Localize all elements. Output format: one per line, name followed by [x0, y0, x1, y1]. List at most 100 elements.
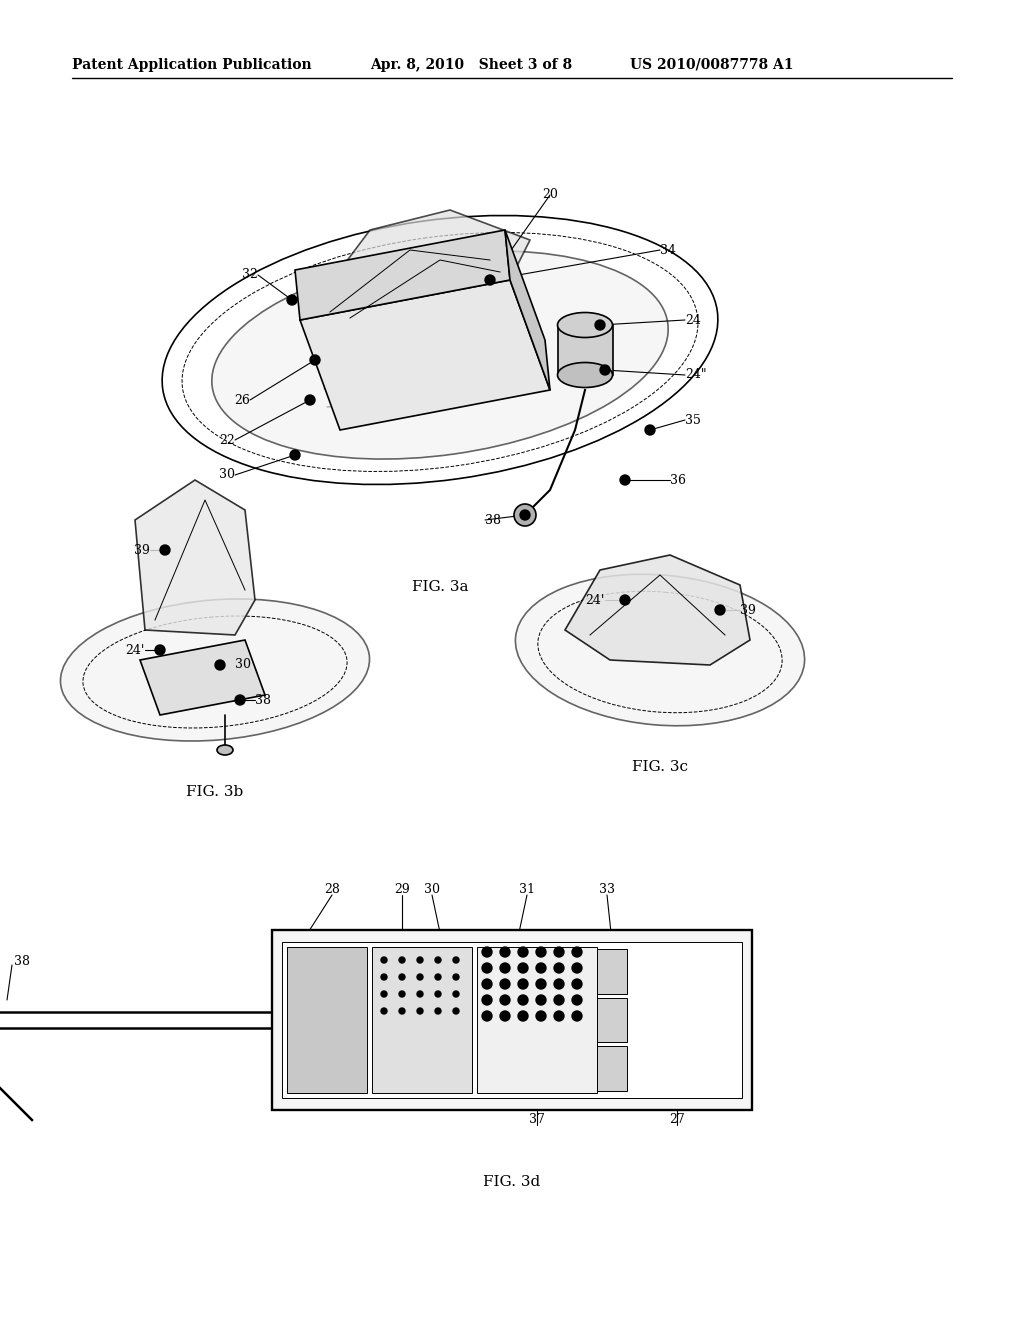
Circle shape — [518, 964, 528, 973]
Text: FIG. 3b: FIG. 3b — [186, 785, 244, 799]
Circle shape — [536, 964, 546, 973]
Text: FIG. 3a: FIG. 3a — [412, 579, 468, 594]
Text: 32: 32 — [242, 268, 258, 281]
Circle shape — [290, 450, 300, 459]
Text: 38: 38 — [14, 954, 30, 968]
Bar — [287, 946, 367, 1093]
Circle shape — [518, 1011, 528, 1020]
Text: FIG. 3d: FIG. 3d — [483, 1175, 541, 1189]
Text: 31: 31 — [519, 883, 535, 896]
Circle shape — [453, 991, 459, 997]
Circle shape — [482, 946, 492, 957]
Text: 36: 36 — [670, 474, 686, 487]
Circle shape — [399, 1008, 406, 1014]
Text: 22: 22 — [219, 433, 234, 446]
Bar — [272, 931, 752, 1110]
Text: 24: 24 — [685, 314, 700, 326]
Circle shape — [435, 957, 441, 964]
Bar — [597, 998, 627, 1043]
Text: 28: 28 — [324, 883, 340, 896]
Circle shape — [453, 1008, 459, 1014]
Circle shape — [417, 974, 423, 979]
Circle shape — [160, 545, 170, 554]
Circle shape — [287, 294, 297, 305]
Circle shape — [435, 1008, 441, 1014]
Circle shape — [399, 974, 406, 979]
Bar — [477, 946, 597, 1093]
Circle shape — [572, 946, 582, 957]
Ellipse shape — [212, 251, 669, 459]
Circle shape — [572, 979, 582, 989]
Circle shape — [518, 946, 528, 957]
Circle shape — [453, 974, 459, 979]
Text: 30: 30 — [219, 469, 234, 482]
Circle shape — [536, 995, 546, 1005]
Bar — [597, 1047, 627, 1092]
Circle shape — [500, 995, 510, 1005]
Bar — [372, 946, 472, 1093]
Text: 24': 24' — [586, 594, 605, 606]
Text: 38: 38 — [485, 513, 501, 527]
Circle shape — [554, 995, 564, 1005]
Polygon shape — [295, 230, 510, 319]
Text: US 2010/0087778 A1: US 2010/0087778 A1 — [630, 58, 794, 73]
Circle shape — [399, 991, 406, 997]
Circle shape — [417, 991, 423, 997]
Circle shape — [536, 1011, 546, 1020]
Circle shape — [215, 660, 225, 671]
Circle shape — [572, 995, 582, 1005]
Text: 37: 37 — [529, 1113, 545, 1126]
Circle shape — [645, 425, 655, 436]
Ellipse shape — [557, 313, 612, 338]
Polygon shape — [565, 554, 750, 665]
Circle shape — [500, 964, 510, 973]
Circle shape — [482, 964, 492, 973]
Text: 30: 30 — [424, 883, 440, 896]
Circle shape — [417, 957, 423, 964]
Circle shape — [715, 605, 725, 615]
Bar — [282, 942, 742, 1098]
Text: 30: 30 — [234, 659, 251, 672]
Circle shape — [381, 957, 387, 964]
Text: 39: 39 — [740, 603, 756, 616]
Circle shape — [572, 964, 582, 973]
Circle shape — [554, 1011, 564, 1020]
Circle shape — [381, 991, 387, 997]
Circle shape — [520, 510, 530, 520]
Text: 34: 34 — [660, 243, 676, 256]
Text: 39: 39 — [134, 544, 150, 557]
Polygon shape — [505, 230, 550, 389]
Circle shape — [500, 1011, 510, 1020]
Ellipse shape — [514, 504, 536, 525]
Circle shape — [500, 979, 510, 989]
Circle shape — [482, 979, 492, 989]
Circle shape — [536, 979, 546, 989]
Circle shape — [381, 1008, 387, 1014]
Circle shape — [572, 1011, 582, 1020]
Circle shape — [417, 1008, 423, 1014]
Circle shape — [305, 395, 315, 405]
Text: 35: 35 — [685, 413, 700, 426]
Bar — [558, 325, 613, 375]
Text: 26: 26 — [234, 393, 250, 407]
Ellipse shape — [515, 574, 805, 726]
Circle shape — [482, 995, 492, 1005]
Text: Apr. 8, 2010   Sheet 3 of 8: Apr. 8, 2010 Sheet 3 of 8 — [370, 58, 572, 73]
Circle shape — [310, 355, 319, 366]
Circle shape — [554, 946, 564, 957]
Text: 38: 38 — [255, 693, 271, 706]
Polygon shape — [300, 280, 550, 430]
Circle shape — [595, 319, 605, 330]
Bar — [597, 949, 627, 994]
Text: 33: 33 — [599, 883, 615, 896]
Circle shape — [435, 974, 441, 979]
Circle shape — [155, 645, 165, 655]
Circle shape — [482, 1011, 492, 1020]
Circle shape — [518, 995, 528, 1005]
Text: 24": 24" — [685, 368, 707, 381]
Circle shape — [620, 475, 630, 484]
Polygon shape — [140, 640, 265, 715]
Text: FIG. 3c: FIG. 3c — [632, 760, 688, 774]
Circle shape — [435, 991, 441, 997]
Circle shape — [453, 957, 459, 964]
